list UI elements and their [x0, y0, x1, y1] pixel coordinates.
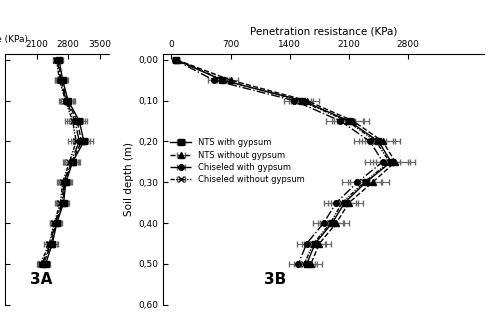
Text: istance (KPa): istance (KPa): [0, 35, 28, 44]
Y-axis label: Soil depth (m): Soil depth (m): [124, 142, 134, 216]
Text: 3B: 3B: [264, 272, 287, 287]
X-axis label: Penetration resistance (KPa): Penetration resistance (KPa): [250, 26, 397, 36]
Text: 3A: 3A: [30, 272, 52, 287]
Legend: NTS with gypsum, NTS without gypsum, Chiseled with gypsum, Chiseled without gyps: NTS with gypsum, NTS without gypsum, Chi…: [170, 138, 305, 184]
